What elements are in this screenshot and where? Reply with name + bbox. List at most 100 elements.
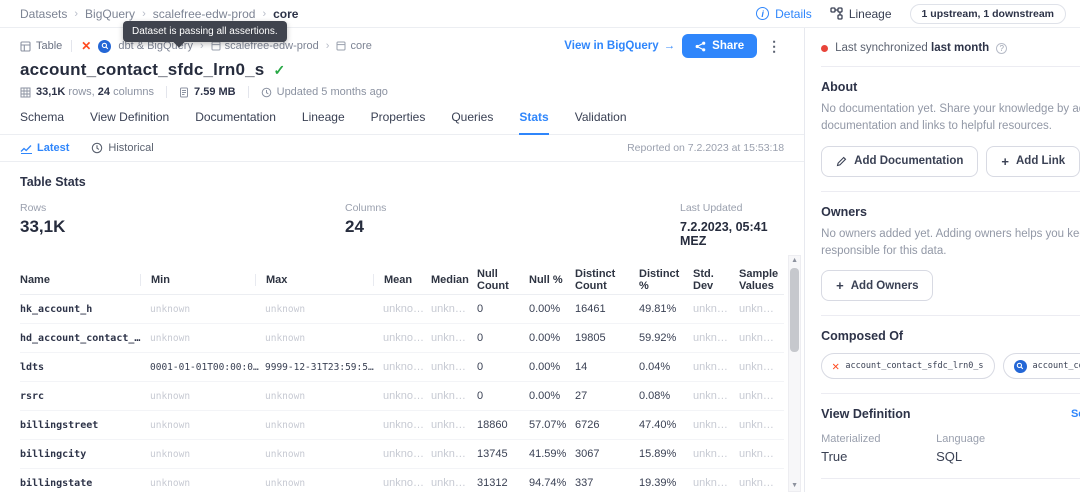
tab-documentation[interactable]: Documentation <box>195 110 276 124</box>
latest-toggle[interactable]: Latest <box>20 142 69 154</box>
table-stats-heading: Table Stats <box>20 175 86 189</box>
about-empty-text: No documentation yet. Share your knowled… <box>821 103 1080 133</box>
table-row[interactable]: hk_account_h unknown unknown unknown unk… <box>20 295 785 324</box>
tab-schema[interactable]: Schema <box>20 110 65 124</box>
plus-icon: + <box>1001 153 1009 169</box>
details-label: Details <box>775 6 812 21</box>
add-documentation-button[interactable]: Add Documentation <box>821 145 979 177</box>
col-null-pct[interactable]: Null % <box>529 273 563 286</box>
breadcrumb-separator: › <box>199 40 204 52</box>
col-distinct-count[interactable]: Distinct Count <box>575 267 616 292</box>
tab-bar: Schema View Definition Documentation Lin… <box>0 110 805 135</box>
scrollbar-thumb[interactable] <box>790 268 800 352</box>
view-definition-section: View Definition See View Definition > Ma… <box>821 394 1080 479</box>
breadcrumb-separator: › <box>325 40 330 52</box>
table-icon <box>20 40 31 52</box>
see-view-definition-link[interactable]: See View Definition > <box>1070 408 1080 420</box>
add-link-button[interactable]: + Add Link <box>986 145 1080 177</box>
details-button[interactable]: i Details <box>756 7 812 21</box>
summary-columns: Columns 24 <box>345 202 387 236</box>
owners-empty-text: No owners added yet. Adding owners helps… <box>821 227 1080 257</box>
source-dataset-crumb[interactable]: core <box>336 40 372 52</box>
about-section: About No documentation yet. Share your k… <box>821 67 1080 192</box>
share-button[interactable]: Share <box>682 34 758 58</box>
divider <box>71 40 73 52</box>
source-schema-crumb[interactable]: scalefree-edw-prod <box>211 40 319 52</box>
page-title: account_contact_sfdc_lrn0_s <box>20 60 265 79</box>
breadcrumb: Datasets › BigQuery › scalefree-edw-prod… <box>20 7 298 21</box>
tab-properties[interactable]: Properties <box>370 110 426 124</box>
col-mean[interactable]: Mean <box>373 273 431 286</box>
col-null-count[interactable]: Null Count <box>477 267 509 292</box>
size-meta: 7.59 MB <box>179 86 236 98</box>
tab-queries[interactable]: Queries <box>451 110 494 124</box>
table-row[interactable]: billingstate unknown unknown unknown unk… <box>20 469 784 492</box>
breadcrumb-item-bigquery[interactable]: BigQuery <box>85 6 136 21</box>
historical-label: Historical <box>108 142 154 154</box>
about-heading: About <box>821 80 858 94</box>
materialized-field: Materialized True <box>821 433 881 464</box>
assertions-check-icon[interactable]: ✓ <box>273 61 286 78</box>
kebab-menu-icon[interactable]: ⋮ <box>767 37 782 54</box>
tab-view-definition[interactable]: View Definition <box>90 110 170 124</box>
col-distinct-pct[interactable]: Distinct % <box>639 267 680 292</box>
col-name[interactable]: Name <box>20 273 50 286</box>
col-std-dev[interactable]: Std. Dev <box>693 267 714 292</box>
table-row[interactable]: billingstreet unknown unknown unknown un… <box>20 411 785 440</box>
breadcrumb-separator: › <box>142 7 146 20</box>
view-definition-heading: View Definition <box>821 407 911 421</box>
col-median[interactable]: Median <box>431 273 469 286</box>
dbt-icon: ✕ <box>81 39 92 53</box>
stats-toolbar: Latest Historical Reported on 7.2.2023 a… <box>0 135 805 162</box>
owners-section: Owners No owners added yet. Adding owner… <box>821 192 1080 316</box>
col-sample-values[interactable]: Sample Values <box>739 267 779 292</box>
composed-of-section: Composed Of ✕ account_contact_sfdc_lrn0_… <box>821 316 1080 394</box>
upstream-downstream-badge[interactable]: 1 upstream, 1 downstream <box>909 3 1066 24</box>
breadcrumb-item-datasets[interactable]: Datasets <box>20 6 68 21</box>
view-in-bigquery-label: View in BigQuery <box>564 40 659 52</box>
table-header-row: Name Min Max Mean Median Null Count Null… <box>20 265 785 295</box>
table-row[interactable]: ldts 0001-01-01T00:00:01+00:00 9999-12-3… <box>20 353 785 382</box>
tab-validation[interactable]: Validation <box>574 110 627 124</box>
table-row[interactable]: rsrc unknown unknown unknown unknown 0 0… <box>20 382 785 411</box>
tab-lineage[interactable]: Lineage <box>301 110 345 124</box>
info-icon: i <box>756 7 770 20</box>
share-icon <box>695 41 706 51</box>
lineage-button[interactable]: Lineage <box>830 7 892 21</box>
col-max[interactable]: Max <box>255 273 383 286</box>
stats-summary: Rows 33,1K Columns 24 Last Updated 7.2.2… <box>20 202 784 248</box>
column-stats-table: Name Min Max Mean Median Null Count Null… <box>20 265 785 492</box>
historical-toggle[interactable]: Historical <box>91 142 154 154</box>
asset-header: Table ✕ dbt & BigQuery › <box>0 21 804 98</box>
topbar-actions: i Details Lineage 1 upstream, 1 downstre… <box>756 3 1066 24</box>
view-in-bigquery-link[interactable]: View in BigQuery → <box>564 40 675 52</box>
assertions-tooltip: Dataset is passing all assertions. <box>123 21 287 42</box>
scroll-up-icon[interactable]: ▲ <box>791 257 799 264</box>
dataset-icon <box>211 41 221 51</box>
source-schema-label: scalefree-edw-prod <box>224 40 319 52</box>
lineage-label: Lineage <box>848 6 892 21</box>
trend-chart-icon <box>20 144 32 154</box>
plus-icon: + <box>836 278 844 293</box>
divider <box>166 86 168 98</box>
clock-icon <box>92 142 103 154</box>
help-icon[interactable]: ? <box>996 42 1008 54</box>
composed-of-dbt-asset[interactable]: ✕ account_contact_sfdc_lrn0_s <box>821 353 995 379</box>
bigquery-icon <box>98 39 112 53</box>
owners-heading: Owners <box>821 204 867 219</box>
scroll-down-icon[interactable]: ▼ <box>791 482 799 489</box>
tab-stats[interactable]: Stats <box>519 110 549 135</box>
table-row[interactable]: hd_account_contact_sfdc_lrn_s unknown un… <box>20 324 785 353</box>
composed-of-bigquery-asset[interactable]: account_contact_sfdc_lrn0_s <box>1002 353 1080 379</box>
add-owners-button[interactable]: + Add Owners <box>821 270 934 301</box>
table-row[interactable]: billingcity unknown unknown unknown unkn… <box>20 440 785 469</box>
lineage-icon <box>830 7 843 20</box>
arrow-right-icon: → <box>663 40 676 52</box>
col-min[interactable]: Min <box>140 273 265 286</box>
table-scrollbar[interactable]: ▲ ▼ <box>788 255 802 492</box>
breadcrumb-item-project[interactable]: scalefree-edw-prod <box>152 6 256 21</box>
reported-timestamp: Reported on 7.2.2023 at 15:53:18 <box>627 142 785 154</box>
asset-content: Table ✕ dbt & BigQuery › <box>0 21 806 492</box>
asset-type-badge: Table <box>20 40 62 52</box>
